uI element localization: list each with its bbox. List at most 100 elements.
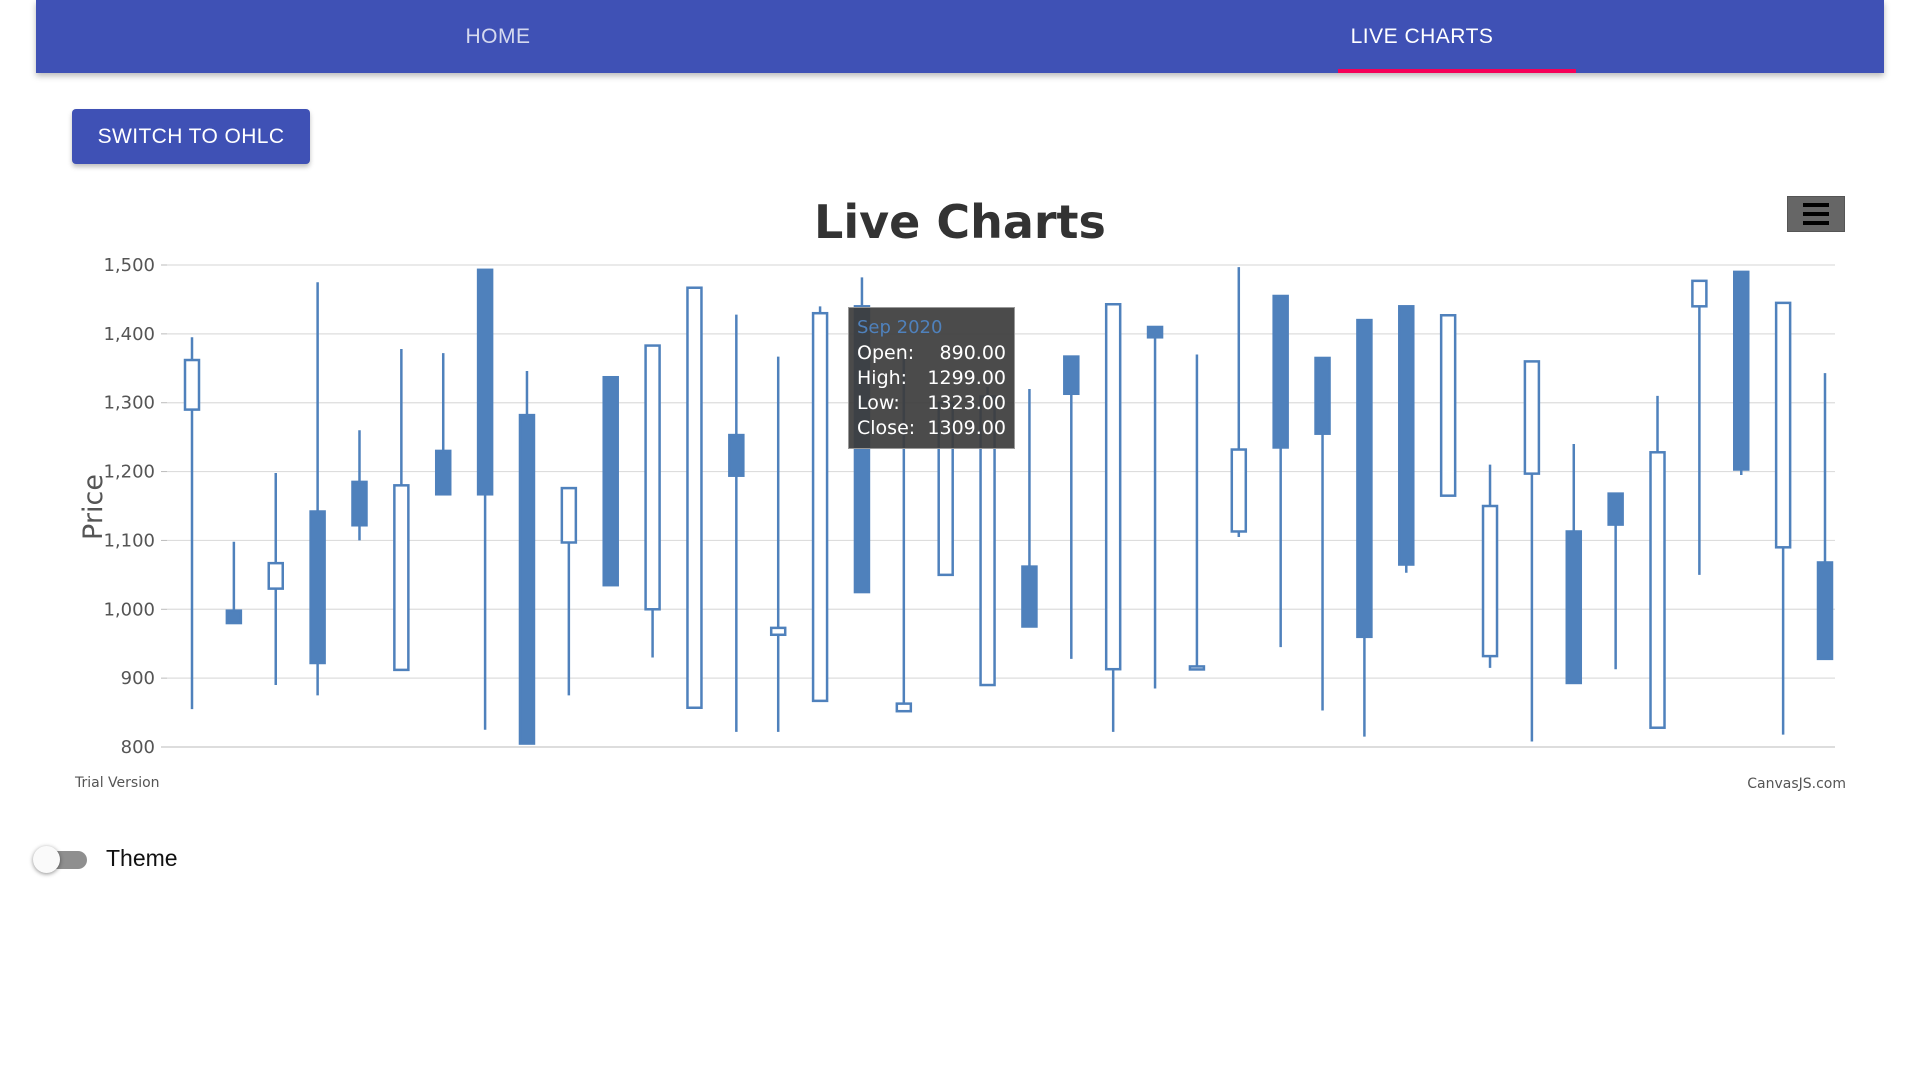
toggle-thumb[interactable] — [33, 846, 60, 873]
candle-body-rising — [183, 358, 201, 411]
candle-body-rising — [769, 626, 787, 637]
candle[interactable] — [1188, 354, 1206, 671]
credits-link[interactable]: CanvasJS.com — [1747, 776, 1846, 792]
candle-body-falling — [1063, 355, 1080, 396]
candle[interactable] — [393, 349, 410, 672]
candle[interactable] — [728, 314, 745, 732]
menu-icon — [1803, 203, 1829, 207]
candle[interactable] — [476, 268, 494, 730]
trial-version-text: Trial Version — [75, 775, 160, 791]
candle[interactable] — [1356, 318, 1373, 737]
tab-live-charts[interactable]: LIVE CHARTS — [1350, 24, 1494, 48]
candle[interactable] — [1523, 360, 1541, 742]
candle-body-rising — [1188, 665, 1206, 671]
candle-body-rising — [393, 484, 410, 672]
tooltip-value: 1299.00 — [927, 367, 1006, 389]
tooltip-date: Sep 2020 — [857, 317, 943, 338]
candle[interactable] — [1816, 373, 1834, 661]
y-tick-label: 1,000 — [103, 599, 155, 620]
candle[interactable] — [351, 430, 368, 541]
theme-toggle-switch[interactable] — [33, 844, 93, 874]
menu-icon-bar — [1803, 212, 1829, 216]
candle-body-falling — [1733, 270, 1750, 471]
y-tick-label: 1,100 — [103, 530, 155, 551]
candle-body-falling — [1146, 325, 1164, 339]
candle-body-rising — [1649, 451, 1666, 729]
menu-icon-bar — [1803, 221, 1829, 225]
candle[interactable] — [644, 344, 661, 658]
candle-body-rising — [560, 486, 578, 544]
candle-body-falling — [1816, 561, 1834, 661]
candle-body-falling — [1314, 356, 1331, 435]
candle[interactable] — [1481, 464, 1499, 668]
candle[interactable] — [1607, 492, 1624, 670]
candle-body-rising — [1481, 504, 1499, 658]
y-tick-label: 1,500 — [103, 255, 155, 276]
y-axis-label: Price — [78, 474, 109, 540]
candle[interactable] — [1691, 279, 1708, 575]
candle[interactable] — [811, 306, 829, 703]
tooltip-row-low: Low: 1323.00 — [857, 392, 1006, 417]
candle[interactable] — [1733, 270, 1750, 476]
candle[interactable] — [560, 486, 578, 696]
candle-body-rising — [1104, 302, 1122, 671]
candle[interactable] — [225, 541, 243, 625]
chart-tooltip: Sep 2020 Open: 890.00 High: 1299.00 Low:… — [848, 307, 1015, 449]
app-bar: HOME LIVE CHARTS — [36, 0, 1884, 73]
candle-body-falling — [1607, 492, 1624, 526]
tooltip-row-open: Open: 890.00 — [857, 342, 1006, 367]
candle-body-rising — [811, 311, 829, 703]
candle[interactable] — [686, 286, 703, 710]
tooltip-value: 890.00 — [939, 342, 1006, 364]
tooltip-key: Low: — [857, 392, 900, 414]
candle-body-rising — [644, 344, 661, 611]
candles — [183, 267, 1834, 745]
candle-body-falling — [476, 268, 494, 496]
tab-home[interactable]: HOME — [465, 24, 531, 48]
candle-body-falling — [309, 510, 326, 665]
candle[interactable] — [1230, 267, 1248, 537]
candle[interactable] — [1063, 355, 1080, 659]
y-tick-label: 1,300 — [103, 393, 155, 414]
theme-label: Theme — [106, 845, 178, 871]
candle[interactable] — [1649, 395, 1666, 729]
y-tick-label: 1,400 — [103, 324, 155, 345]
candle[interactable] — [1104, 302, 1122, 732]
tooltip-key: Open: — [857, 342, 915, 364]
chart-title: Live Charts — [814, 195, 1106, 249]
candle[interactable] — [1398, 305, 1415, 573]
candle-body-falling — [1398, 305, 1415, 566]
candle[interactable] — [602, 375, 619, 587]
candle[interactable] — [267, 472, 284, 686]
candle[interactable] — [769, 356, 787, 732]
candle[interactable] — [434, 353, 452, 496]
candle[interactable] — [1565, 444, 1583, 685]
candle[interactable] — [1021, 388, 1038, 628]
candle-body-falling — [1272, 294, 1289, 449]
candle[interactable] — [518, 371, 536, 745]
tooltip-key: High: — [857, 367, 908, 389]
candle-body-falling — [351, 480, 368, 527]
candle-body-falling — [518, 413, 536, 745]
candle[interactable] — [1774, 301, 1792, 735]
switch-to-ohlc-button[interactable]: SWITCH TO OHLC — [72, 109, 310, 164]
candle[interactable] — [183, 337, 201, 710]
candle[interactable] — [1146, 325, 1164, 689]
candle-body-falling — [434, 449, 452, 496]
tooltip-value: 1309.00 — [927, 417, 1006, 439]
candle-body-rising — [1230, 448, 1248, 533]
tooltip-key: Close: — [857, 417, 916, 439]
tooltip-value: 1323.00 — [927, 392, 1006, 414]
candle-body-rising — [1439, 314, 1457, 497]
y-tick-label: 1,200 — [103, 462, 155, 483]
candle[interactable] — [1272, 294, 1289, 648]
candle-body-rising — [895, 702, 913, 713]
candle[interactable] — [1314, 356, 1331, 711]
chart-menu-button[interactable] — [1787, 196, 1845, 232]
candle[interactable] — [309, 282, 326, 696]
candle[interactable] — [1439, 314, 1457, 497]
tooltip-row-high: High: 1299.00 — [857, 367, 1006, 392]
candle-body-falling — [602, 375, 619, 587]
candle-body-rising — [1691, 279, 1708, 308]
chart-container: 800 900 1,000 1,100 1,200 1,300 1,400 1,500 Pri… — [70, 185, 1850, 805]
